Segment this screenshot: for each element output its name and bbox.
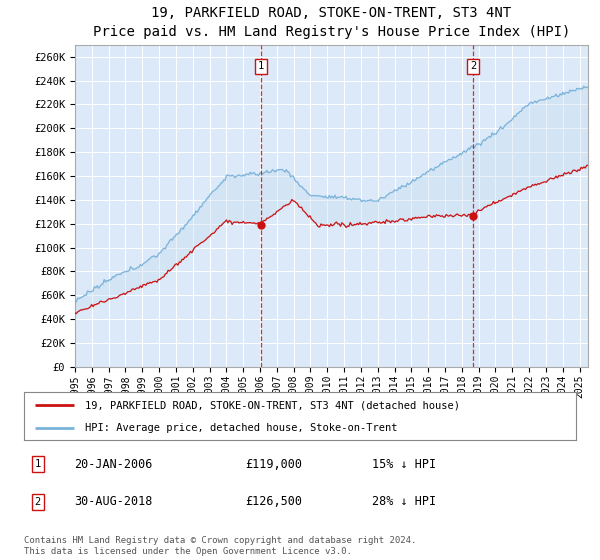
Text: 20-JAN-2006: 20-JAN-2006 xyxy=(74,458,152,471)
Text: £126,500: £126,500 xyxy=(245,495,302,508)
Text: 1: 1 xyxy=(258,61,264,71)
Text: £119,000: £119,000 xyxy=(245,458,302,471)
Text: Contains HM Land Registry data © Crown copyright and database right 2024.
This d: Contains HM Land Registry data © Crown c… xyxy=(24,536,416,556)
Text: HPI: Average price, detached house, Stoke-on-Trent: HPI: Average price, detached house, Stok… xyxy=(85,423,397,433)
Text: 15% ↓ HPI: 15% ↓ HPI xyxy=(372,458,436,471)
Text: 2: 2 xyxy=(470,61,476,71)
Title: 19, PARKFIELD ROAD, STOKE-ON-TRENT, ST3 4NT
Price paid vs. HM Land Registry's Ho: 19, PARKFIELD ROAD, STOKE-ON-TRENT, ST3 … xyxy=(93,6,570,39)
Text: 28% ↓ HPI: 28% ↓ HPI xyxy=(372,495,436,508)
Text: 1: 1 xyxy=(35,459,41,469)
Text: 2: 2 xyxy=(35,497,41,507)
Text: 30-AUG-2018: 30-AUG-2018 xyxy=(74,495,152,508)
Text: 19, PARKFIELD ROAD, STOKE-ON-TRENT, ST3 4NT (detached house): 19, PARKFIELD ROAD, STOKE-ON-TRENT, ST3 … xyxy=(85,400,460,410)
